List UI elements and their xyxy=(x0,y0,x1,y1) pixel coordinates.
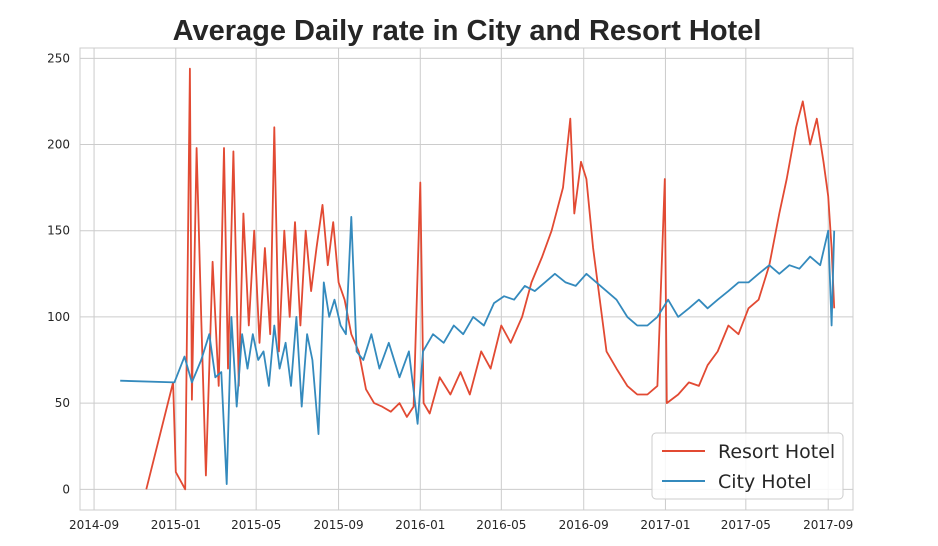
x-tick-label: 2014-09 xyxy=(69,518,119,532)
legend: Resort Hotel City Hotel xyxy=(651,432,844,500)
x-tick-label: 2015-09 xyxy=(313,518,363,532)
x-tick-label: 2017-05 xyxy=(721,518,771,532)
y-tick-label: 100 xyxy=(47,310,70,324)
series-line-city-hotel xyxy=(120,216,836,485)
series-line-resort-hotel xyxy=(145,67,836,491)
y-tick-label: 200 xyxy=(47,138,70,152)
legend-label-city-hotel: City Hotel xyxy=(718,471,812,493)
y-tick-label: 0 xyxy=(62,482,70,496)
legend-box xyxy=(651,432,844,500)
y-tick-label: 50 xyxy=(55,396,70,410)
legend-label-resort-hotel: Resort Hotel xyxy=(718,441,835,463)
chart-title: Average Daily rate in City and Resort Ho… xyxy=(173,15,762,47)
y-tick-label: 250 xyxy=(47,51,70,65)
x-tick-label: 2015-01 xyxy=(151,518,201,532)
series-layer xyxy=(120,67,836,491)
x-axis-ticks: 2014-09 2015-01 2015-05 2015-09 2016-01 2016-… xyxy=(69,518,853,532)
x-tick-label: 2016-01 xyxy=(395,518,445,532)
x-tick-label: 2017-09 xyxy=(803,518,853,532)
x-tick-label: 2015-05 xyxy=(231,518,281,532)
x-tick-label: 2016-09 xyxy=(559,518,609,532)
x-tick-label: 2016-05 xyxy=(476,518,526,532)
x-tick-label: 2017-01 xyxy=(640,518,690,532)
y-tick-label: 150 xyxy=(47,224,70,238)
y-axis-ticks: 0 50 100 150 200 250 xyxy=(47,51,70,496)
